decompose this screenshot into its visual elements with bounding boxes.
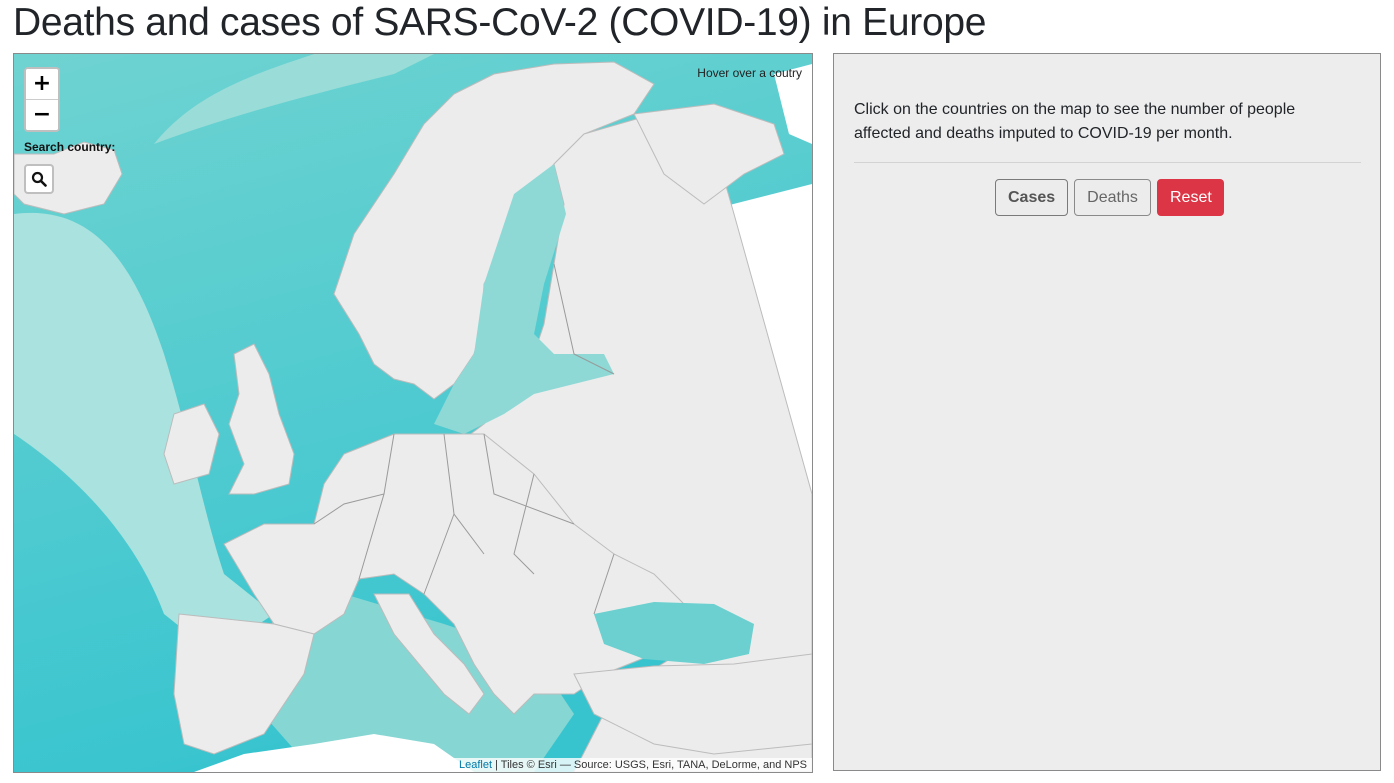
sea-shelf <box>254 594 574 772</box>
zoom-control: + − <box>24 67 60 132</box>
deaths-button[interactable]: Deaths <box>1074 179 1151 216</box>
land-kola <box>633 103 785 205</box>
hover-info-hint: Hover over a coutry <box>697 66 802 80</box>
panel-instructions: Click on the countries on the map to see… <box>854 101 1296 142</box>
sea-baltic <box>434 164 614 434</box>
basemap[interactable] <box>14 54 812 772</box>
leaflet-link[interactable]: Leaflet <box>458 759 493 771</box>
land-turkey <box>573 653 812 755</box>
map[interactable]: + − Search country: Hover over a coutry … <box>13 53 813 773</box>
search-icon <box>31 171 47 187</box>
land-continent <box>223 433 695 715</box>
search-button[interactable] <box>24 164 54 194</box>
attribution-text: | Tiles © Esri — Source: USGS, Esri, TAN… <box>492 759 807 771</box>
map-attribution: Leaflet | Tiles © Esri — Source: USGS, E… <box>453 758 812 772</box>
land-ireland <box>163 403 220 485</box>
sea-black <box>594 602 754 664</box>
land-iberia <box>173 613 315 755</box>
country-borders <box>313 263 615 615</box>
sea-shelf <box>14 212 274 655</box>
zoom-in-button[interactable]: + <box>26 69 58 99</box>
panel-button-group: Cases Deaths Reset <box>995 179 1224 216</box>
info-panel: Click on the countries on the map to see… <box>833 53 1381 771</box>
land-iceland <box>14 141 123 215</box>
panel-divider <box>854 162 1361 163</box>
land-north-africa <box>194 734 474 772</box>
sea-shelf <box>154 54 434 144</box>
reset-button[interactable]: Reset <box>1157 179 1224 216</box>
search-country-label: Search country: <box>24 140 116 154</box>
page-title: Deaths and cases of SARS-CoV-2 (COVID-19… <box>13 1 987 44</box>
land-italy <box>373 593 485 715</box>
cases-button[interactable]: Cases <box>995 179 1068 216</box>
zoom-out-button[interactable]: − <box>26 99 58 130</box>
land-arctic <box>774 64 812 144</box>
land-great-britain <box>228 343 295 495</box>
